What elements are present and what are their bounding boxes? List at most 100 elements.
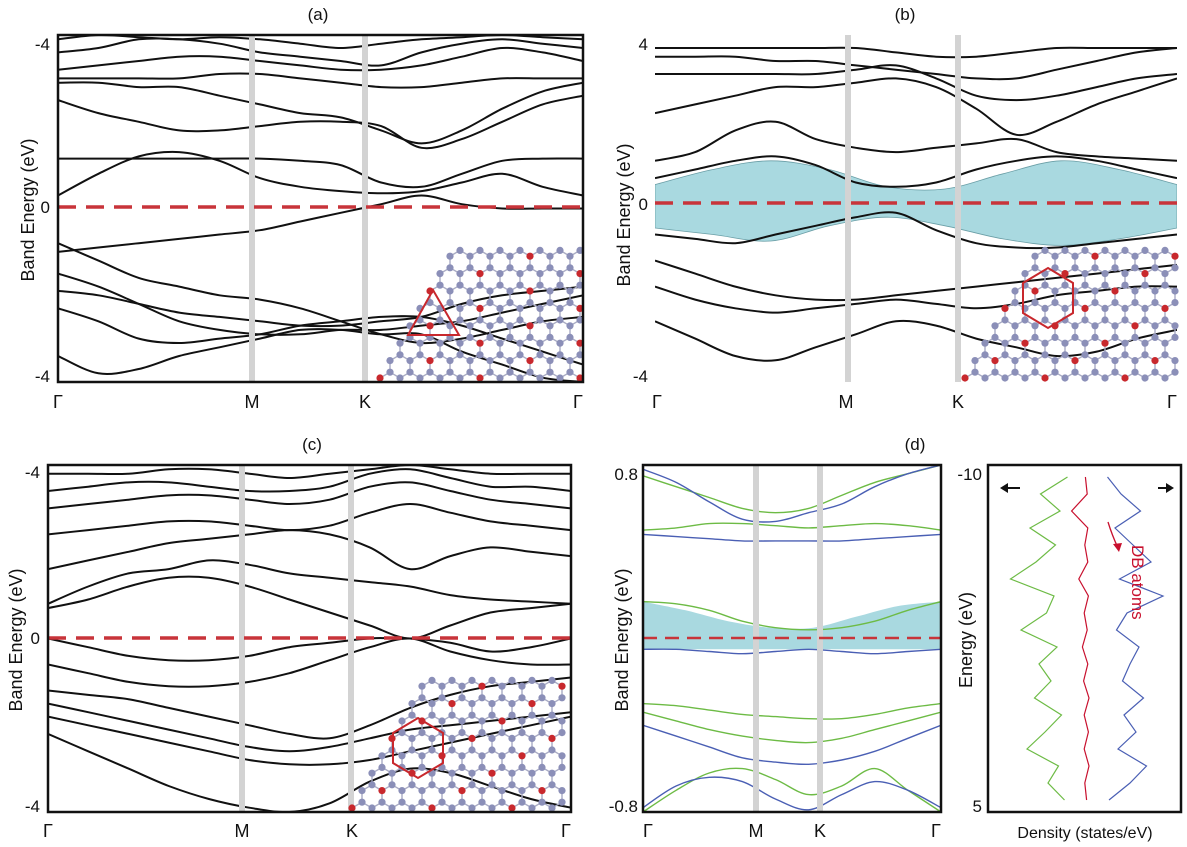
lattice-atom	[1091, 322, 1099, 330]
lattice-atom	[1161, 351, 1169, 359]
lattice-atom	[528, 676, 536, 685]
lattice-atom	[1171, 357, 1179, 365]
panel-a-band-8	[58, 157, 583, 189]
lattice-atom	[496, 304, 504, 312]
lattice-atom	[1151, 368, 1159, 376]
panel-b-bands	[655, 46, 1177, 362]
lattice-atom-db	[1111, 287, 1119, 295]
lattice-atom	[1121, 246, 1129, 254]
lattice-atom-db	[508, 804, 516, 812]
lattice-atom-db	[1131, 322, 1139, 330]
lattice-atom	[458, 717, 466, 725]
panel-a-band-2	[58, 307, 583, 366]
panel-b-ylabel: Band Energy (eV)	[614, 143, 634, 286]
lattice-atom	[428, 676, 436, 685]
lattice-atom	[488, 781, 496, 789]
lattice-atom	[1081, 270, 1089, 278]
lattice-atom	[1151, 287, 1159, 295]
lattice-atom	[516, 351, 524, 359]
lattice-atom	[1011, 287, 1019, 295]
dos-red-dos	[1070, 476, 1090, 801]
panel-c-band-13	[48, 465, 571, 480]
panel-a-band-13	[58, 37, 583, 67]
lattice-atom-db	[1101, 339, 1109, 347]
lattice-atom	[1101, 281, 1109, 289]
lattice-atom	[516, 316, 524, 324]
lattice-atom	[508, 734, 516, 743]
lattice-atom	[1081, 339, 1089, 347]
supercell-outline	[406, 287, 461, 336]
lattice-atom	[1151, 264, 1159, 272]
panel-dos: Energy (eV) -10 5 Density (states/eV) DB…	[956, 463, 1183, 842]
lattice-atom	[418, 694, 426, 702]
lattice-atom	[438, 717, 446, 725]
lattice-atom	[548, 711, 556, 719]
lattice-atom	[506, 299, 514, 307]
lattice-atom-db	[458, 787, 466, 795]
lattice-atom-db	[1091, 252, 1099, 260]
lattice-atom	[448, 676, 456, 685]
lattice-atom	[566, 287, 574, 295]
lattice-atom	[506, 322, 514, 330]
panel-c-label: (c)	[302, 435, 322, 454]
lattice-atom-db	[426, 322, 434, 330]
lattice-atom	[1041, 351, 1049, 359]
lattice-atom	[408, 711, 416, 719]
dos-ytick-bottom: 5	[973, 797, 982, 816]
lattice-atom	[1131, 357, 1139, 365]
lattice-atom	[456, 351, 464, 359]
lattice-atom	[536, 316, 544, 324]
lattice-atom	[546, 264, 554, 272]
lattice-atom	[548, 804, 556, 812]
supercell-outline	[1022, 266, 1074, 330]
panel-b-ytick-zero: 0	[639, 195, 648, 214]
lattice-atom	[1061, 374, 1069, 382]
lattice-atom	[518, 694, 526, 702]
lattice-atom	[556, 351, 564, 359]
lattice-atom	[466, 333, 474, 341]
lattice-atom	[428, 746, 436, 754]
lattice-atom	[418, 682, 426, 690]
lattice-atom	[476, 316, 484, 324]
lattice-atom-db	[468, 734, 476, 743]
lattice-atom	[1031, 368, 1039, 376]
lattice-atom	[418, 763, 426, 772]
lattice-atom	[1121, 339, 1129, 347]
lattice-atom	[508, 769, 516, 777]
lattice-atom	[508, 781, 516, 789]
lattice-atom	[516, 281, 524, 289]
lattice-atom	[456, 270, 464, 278]
db-atoms-annotation-arrow	[1107, 521, 1122, 552]
lattice-atom	[378, 752, 386, 760]
panel-c-kpoint-gamma-start: Γ	[43, 821, 53, 841]
lattice-atom	[991, 368, 999, 376]
panel-d-label: (d)	[905, 435, 926, 454]
lattice-atom	[478, 694, 486, 702]
panel-c-band-1	[48, 732, 571, 812]
lattice-atom	[1011, 299, 1019, 307]
lattice-atom	[496, 316, 504, 324]
panel-a-band-5	[58, 194, 583, 253]
lattice-atom-db	[526, 287, 534, 295]
lattice-atom	[436, 316, 444, 324]
panel-c-band-12	[48, 468, 571, 493]
panel-d-kpoint-M: M	[749, 821, 764, 841]
lattice-atom-db	[476, 270, 484, 278]
lattice-atom	[468, 676, 476, 685]
lattice-atom	[478, 787, 486, 795]
lattice-atom	[456, 281, 464, 289]
lattice-atom	[456, 374, 464, 382]
lattice-atom	[508, 711, 516, 719]
lattice-atom	[556, 339, 564, 347]
lattice-atom	[518, 763, 526, 772]
panel-c-band-11	[48, 481, 571, 510]
lattice-atom-db	[476, 374, 484, 382]
lattice-atom	[548, 676, 556, 685]
dos-green-dos	[1009, 476, 1068, 801]
panel-a-band-7	[58, 150, 583, 197]
panel-d-blue-3	[643, 465, 941, 523]
lattice-atom	[538, 682, 546, 690]
lattice-atom	[1041, 304, 1049, 312]
lattice-atom	[486, 322, 494, 330]
lattice-atom	[1081, 316, 1089, 324]
